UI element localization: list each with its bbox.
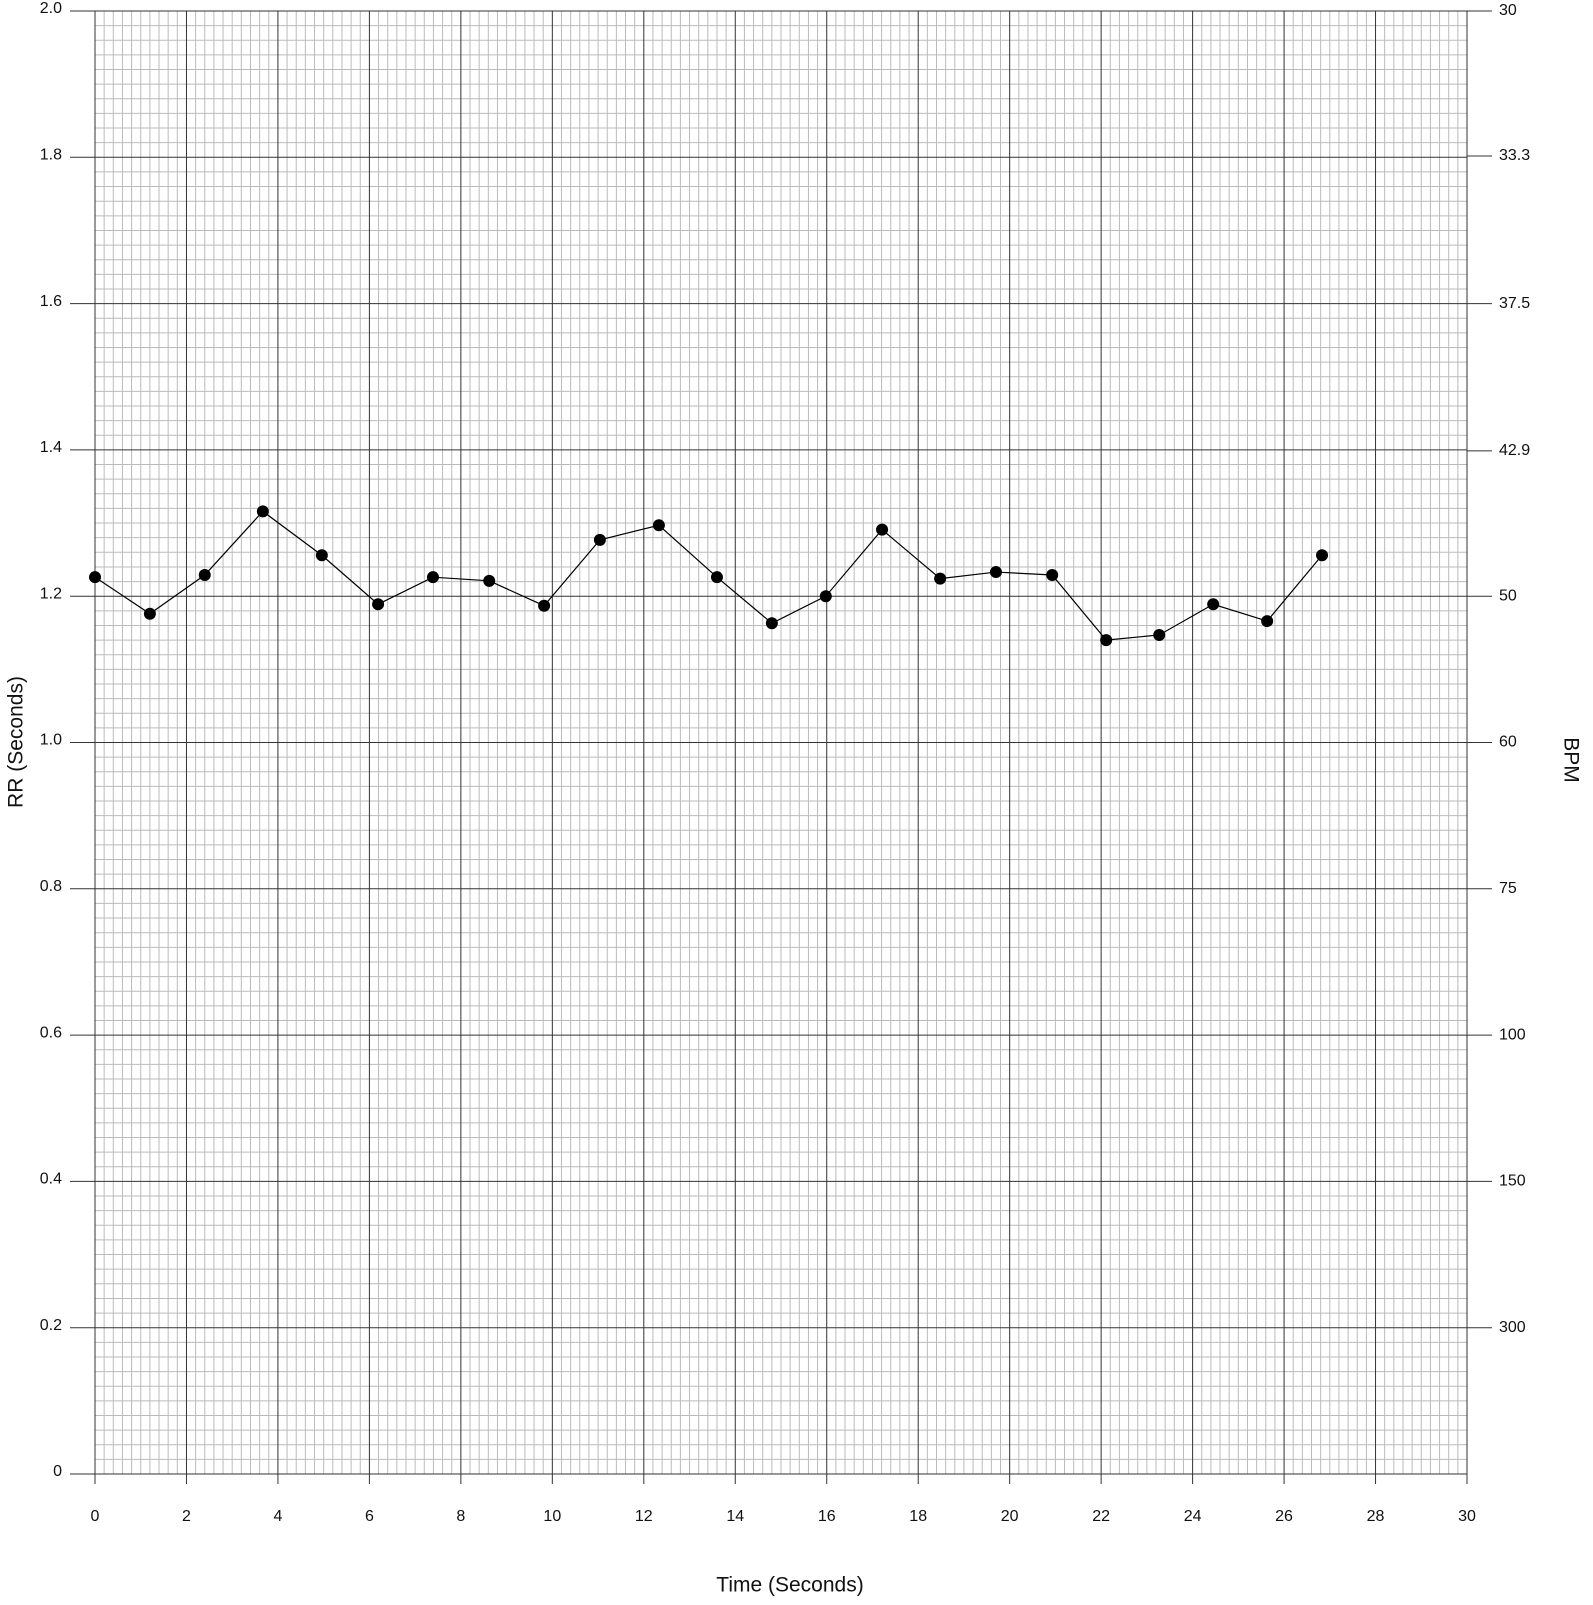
data-point xyxy=(315,549,328,562)
y-tick-label: 1.4 xyxy=(40,439,62,456)
y2-tick-label: 75 xyxy=(1499,880,1517,897)
x-tick-label: 18 xyxy=(909,1508,927,1525)
x-tick-label: 16 xyxy=(818,1508,836,1525)
data-point xyxy=(1100,634,1113,647)
y2-tick-label: 300 xyxy=(1499,1319,1526,1336)
data-point xyxy=(819,590,832,603)
x-axis-label: Time (Seconds) xyxy=(716,1574,863,1597)
y2-tick-label: 50 xyxy=(1499,587,1517,604)
data-point xyxy=(483,574,496,587)
x-tick-label: 10 xyxy=(543,1508,561,1525)
data-point xyxy=(426,571,439,584)
x-tick-label: 26 xyxy=(1275,1508,1293,1525)
y-tick-label: 0.4 xyxy=(40,1171,62,1188)
y2-tick-label: 150 xyxy=(1499,1173,1526,1190)
y-tick-label: 1.6 xyxy=(40,293,62,310)
x-tick-label: 2 xyxy=(182,1508,191,1525)
data-point xyxy=(989,566,1002,579)
y-tick-label: 0.2 xyxy=(40,1317,62,1334)
y-tick-label: 0.6 xyxy=(40,1024,62,1041)
y2-tick-label: 42.9 xyxy=(1499,442,1530,459)
data-point xyxy=(652,519,665,532)
data-point xyxy=(1261,615,1274,628)
data-point xyxy=(876,523,889,536)
data-point xyxy=(372,598,385,611)
data-point xyxy=(1207,598,1220,611)
y-tick-label: 1.8 xyxy=(40,147,62,164)
x-tick-label: 8 xyxy=(456,1508,465,1525)
x-tick-label: 22 xyxy=(1092,1508,1110,1525)
data-point xyxy=(1153,628,1166,641)
data-point xyxy=(198,568,211,581)
x-tick-label: 0 xyxy=(91,1508,100,1525)
y-tick-label: 0 xyxy=(53,1463,62,1480)
x-tick-label: 20 xyxy=(1001,1508,1019,1525)
y2-tick-label: 30 xyxy=(1499,2,1517,19)
y2-tick-label: 100 xyxy=(1499,1026,1526,1043)
y-tick-label: 2.0 xyxy=(40,0,62,17)
x-tick-label: 30 xyxy=(1458,1508,1476,1525)
x-tick-label: 14 xyxy=(726,1508,744,1525)
y2-tick-label: 37.5 xyxy=(1499,295,1530,312)
data-point xyxy=(934,572,947,585)
y2-axis-label: BPM xyxy=(1559,737,1582,783)
data-point xyxy=(1316,549,1329,562)
y2-tick-label: 60 xyxy=(1499,734,1517,751)
data-point xyxy=(538,599,551,612)
y2-tick-label: 33.3 xyxy=(1499,147,1530,164)
y-axis-label: RR (Seconds) xyxy=(5,676,28,808)
y-tick-label: 0.8 xyxy=(40,878,62,895)
x-tick-label: 28 xyxy=(1367,1508,1385,1525)
data-point xyxy=(143,607,156,620)
data-point xyxy=(710,571,723,584)
data-point xyxy=(1046,568,1059,581)
x-tick-label: 24 xyxy=(1184,1508,1202,1525)
data-point xyxy=(256,505,269,518)
data-point xyxy=(765,617,778,630)
x-tick-label: 12 xyxy=(635,1508,653,1525)
x-tick-label: 4 xyxy=(273,1508,282,1525)
y-tick-label: 1.0 xyxy=(40,732,62,749)
data-point xyxy=(89,571,101,584)
y-tick-label: 1.2 xyxy=(40,585,62,602)
x-tick-label: 6 xyxy=(365,1508,374,1525)
data-point xyxy=(593,533,606,546)
